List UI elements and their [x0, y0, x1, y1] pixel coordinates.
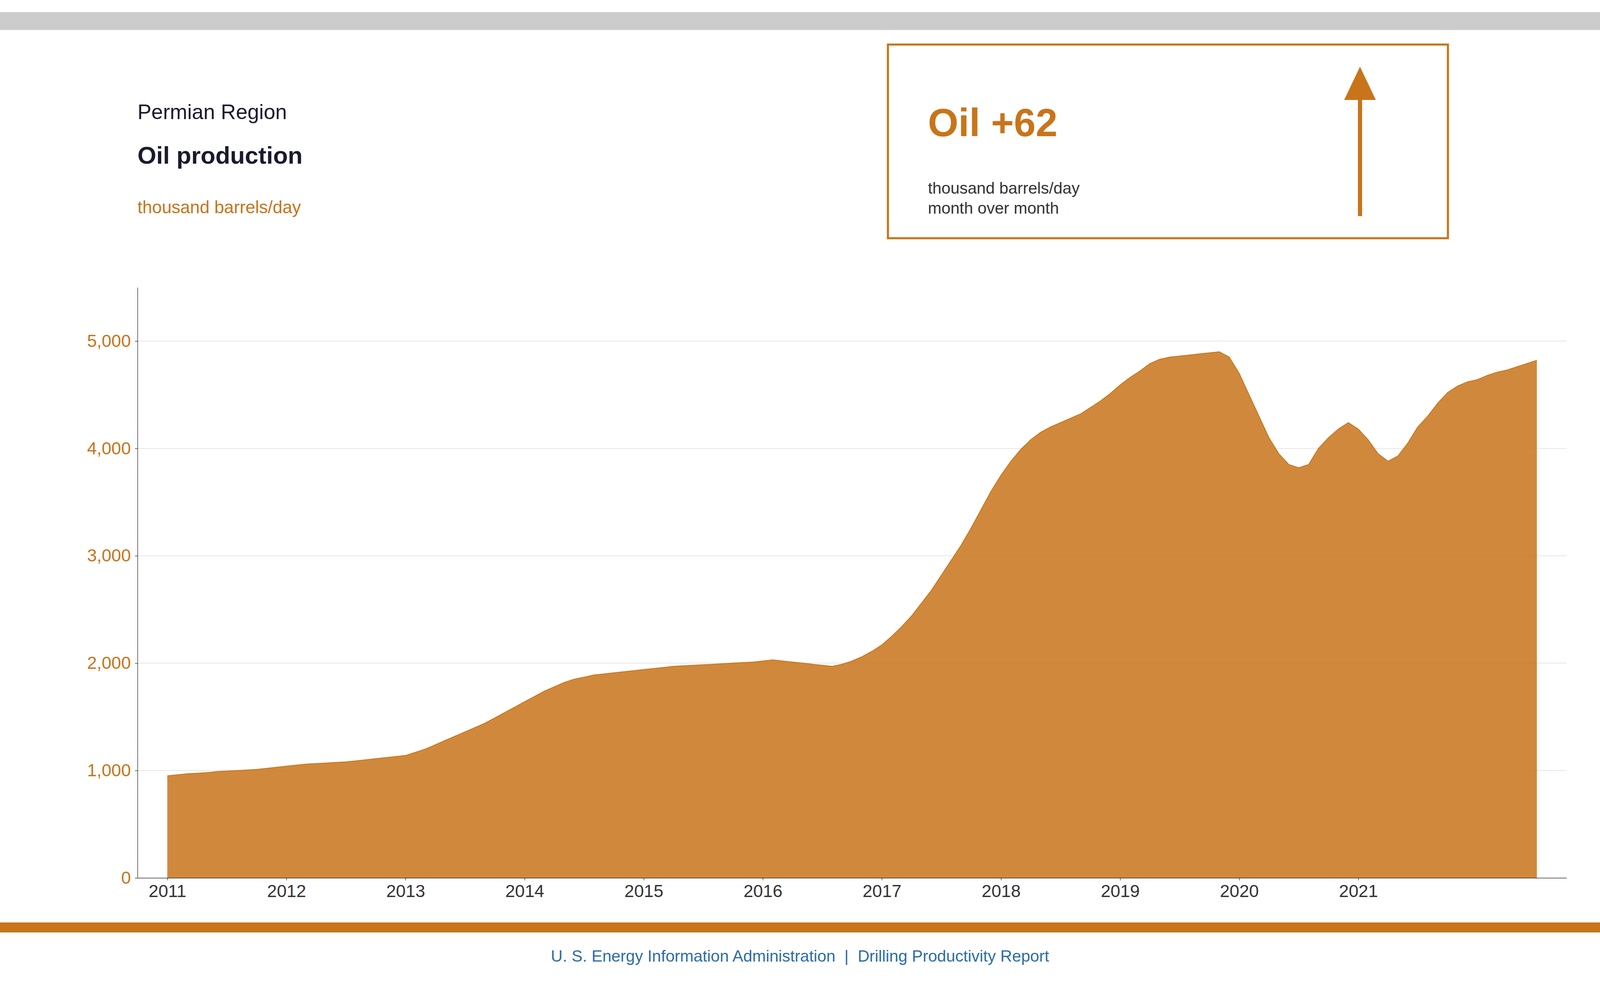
- y-tick-mark: [135, 448, 138, 450]
- x-tick-label: 2012: [267, 881, 306, 902]
- y-tick-label: 3,000: [87, 545, 131, 566]
- y-tick: 0: [121, 868, 138, 888]
- annotation-frame: [887, 44, 1448, 239]
- x-tick-mark: [524, 878, 525, 881]
- x-tick-mark: [1120, 878, 1121, 881]
- x-tick: 2011: [148, 878, 187, 902]
- x-tick: 2015: [624, 878, 664, 902]
- x-tick-mark: [286, 878, 287, 881]
- x-tick-mark: [881, 878, 883, 881]
- y-tick: 5,000: [87, 331, 138, 351]
- y-tick-label: 1,000: [87, 760, 131, 781]
- y-tick: 4,000: [87, 438, 138, 459]
- grid-line: [137, 340, 1567, 342]
- x-tick-label: 2011: [148, 881, 187, 902]
- x-tick: 2014: [505, 878, 545, 902]
- y-tick-label: 2,000: [87, 653, 131, 673]
- chart: 01,0002,0003,0004,0005,00020112012201320…: [0, 0, 1600, 992]
- x-tick-mark: [1239, 878, 1240, 881]
- x-tick-mark: [1358, 878, 1359, 881]
- x-tick: 2020: [1220, 878, 1259, 902]
- y-axis: 0 1,000 2,000 3,000 4,000 5,000: [87, 287, 138, 888]
- y-tick-mark: [135, 663, 138, 664]
- x-tick-label: 2020: [1220, 881, 1259, 902]
- annotation-line: month over month: [927, 199, 1059, 218]
- x-tick: 2018: [981, 878, 1021, 902]
- x-tick-mark: [405, 878, 406, 881]
- subtitle: Oil production: [137, 141, 303, 169]
- x-tick-label: 2015: [624, 881, 664, 902]
- annotation-arrow-shaft: [1357, 95, 1363, 217]
- annotation-big: Oil +62: [927, 100, 1058, 145]
- annotation-box: Oil +62 thousand barrels/daymonth over mo…: [887, 44, 1448, 239]
- x-tick: 2021: [1339, 878, 1378, 902]
- y-tick-mark: [135, 556, 138, 557]
- y-tick-label: 0: [121, 868, 131, 888]
- annotation-small: thousand barrels/daymonth over month: [927, 179, 1080, 218]
- area: [167, 352, 1537, 879]
- x-axis-line: [137, 878, 1568, 879]
- x-tick-mark: [762, 878, 764, 881]
- top-bar: [0, 12, 1600, 30]
- annotation-line: thousand barrels/day: [927, 179, 1080, 198]
- x-tick-mark: [1000, 878, 1002, 881]
- x-tick-label: 2018: [981, 881, 1021, 902]
- y-axis-title: thousand barrels/day: [137, 197, 301, 218]
- background: [0, 0, 1600, 992]
- x-tick-mark: [167, 878, 168, 881]
- x-tick-label: 2016: [743, 881, 783, 902]
- x-tick-label: 2017: [862, 881, 902, 902]
- grid: [137, 341, 1567, 879]
- x-tick-label: 2013: [386, 881, 425, 902]
- y-axis-line: [137, 287, 138, 879]
- footer: U. S. Energy Information Administration …: [550, 947, 1050, 966]
- title: Permian Region: [137, 100, 288, 124]
- y-tick-label: 5,000: [87, 331, 131, 351]
- y-tick: 3,000: [87, 545, 138, 566]
- x-tick: 2013: [386, 878, 425, 902]
- line: [167, 352, 1537, 777]
- x-tick-label: 2021: [1339, 881, 1378, 902]
- y-tick-mark: [135, 878, 138, 879]
- x-tick: 2016: [743, 878, 783, 902]
- x-tick: 2017: [862, 878, 902, 902]
- x-tick-label: 2014: [505, 881, 545, 902]
- plot-area: [167, 352, 1537, 879]
- annotation-arrow-head: [1344, 66, 1376, 100]
- x-tick-label: 2019: [1100, 881, 1140, 902]
- y-tick: 1,000: [87, 760, 138, 781]
- x-tick: 2019: [1100, 878, 1140, 902]
- y-tick: 2,000: [87, 653, 138, 673]
- x-tick: 2012: [267, 878, 306, 902]
- y-tick-mark: [135, 770, 138, 772]
- y-tick-label: 4,000: [87, 438, 131, 459]
- x-tick-mark: [643, 878, 645, 881]
- y-tick-mark: [135, 341, 138, 342]
- bottom-bar: [0, 922, 1600, 933]
- x-axis: 2011 2012 2013 2014 2015 2016 2017 2018 2019 2020…: [137, 878, 1568, 902]
